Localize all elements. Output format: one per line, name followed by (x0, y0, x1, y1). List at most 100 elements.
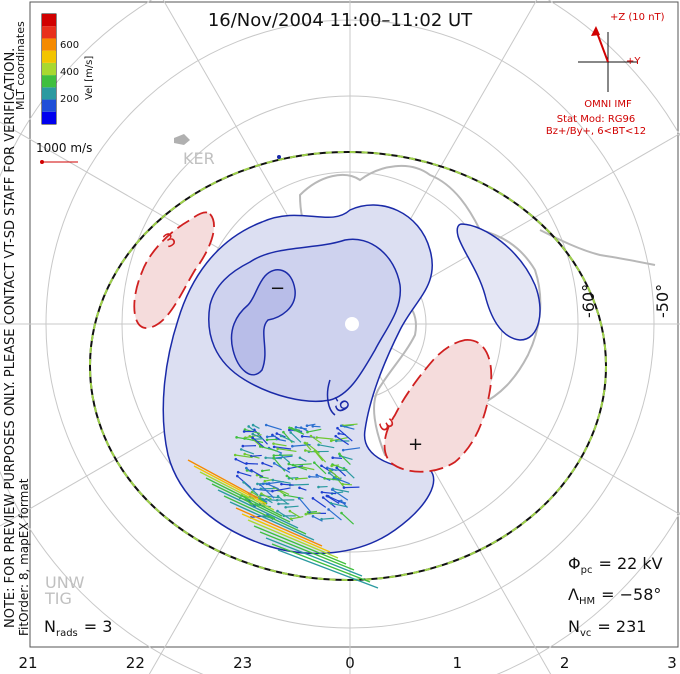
velocity-vector (241, 448, 255, 455)
velocity-vector (289, 510, 301, 519)
colorbar-tick-400: 400 (60, 67, 79, 78)
velocity-vector (341, 425, 355, 430)
velocity-vector-origin (339, 499, 343, 503)
velocity-vector-origin (271, 489, 274, 493)
velocity-vector-origin (276, 509, 279, 513)
velocity-vector-origin (341, 448, 345, 452)
velocity-vector-origin (317, 485, 320, 489)
colorbar-segment (42, 87, 56, 100)
velocity-vector-origin (300, 435, 304, 438)
velocity-vector (315, 450, 327, 463)
velocity-vector (337, 427, 353, 442)
velocity-vector (312, 515, 323, 522)
velocity-vector (290, 516, 304, 520)
kerguelen-island (174, 134, 190, 145)
velocity-vector-origin (251, 423, 255, 427)
colorbar-segment (42, 50, 56, 63)
velocity-vector-origin (328, 469, 332, 472)
velocity-vector (266, 424, 282, 431)
velocity-vector (217, 489, 299, 529)
mlt-tick-label: 2 (560, 654, 570, 672)
velocity-vector (300, 466, 315, 471)
velocity-vector (309, 476, 319, 478)
positive-maximum-marker: + (408, 434, 423, 455)
velocity-vector (271, 543, 371, 583)
velocity-vector-origin (305, 424, 309, 428)
velocity-vector-origin (260, 492, 263, 495)
velocity-vector-origin (285, 474, 289, 478)
colorbar-segment (42, 38, 56, 51)
velocity-vector (313, 462, 327, 475)
velocity-vector-origin (276, 495, 280, 498)
mlt-tick-label: 3 (667, 654, 677, 672)
velocity-vector-origin (258, 445, 262, 448)
velocity-vector (342, 423, 358, 427)
velocity-vector-origin (260, 469, 264, 473)
velocity-vector (252, 437, 265, 449)
velocity-vector-origin (233, 453, 237, 457)
velocity-vector (307, 428, 322, 433)
colorbar-segment (42, 99, 56, 112)
velocity-vector-origin (298, 486, 301, 490)
velocity-vector-origin (334, 434, 338, 438)
velocity-vector-origin (335, 466, 339, 470)
station-label-tig: TIG (44, 589, 72, 608)
velocity-vector-origin (342, 486, 346, 489)
stat-model-label: Stat Mod: RG96 (557, 114, 636, 125)
velocity-vector-origin (243, 452, 247, 456)
ker-station-dot (277, 155, 281, 159)
velocity-vector-origin (261, 461, 264, 465)
velocity-vector-origin (329, 439, 333, 443)
velocity-vector-origin (311, 424, 315, 428)
velocity-vector (252, 433, 263, 440)
positive-potential-cell-right (383, 339, 493, 473)
velocity-vector-origin (245, 462, 248, 465)
latitude-label-60: -60° (579, 284, 598, 318)
velocity-vector-origin (320, 464, 323, 468)
velocity-vector (312, 497, 327, 508)
velocity-vector (281, 483, 294, 486)
velocity-vector (235, 458, 248, 465)
velocity-vector (272, 479, 291, 484)
velocity-vector-origin (327, 471, 331, 475)
velocity-vector (262, 498, 278, 502)
velocity-vector-origin (275, 432, 279, 435)
velocity-vector (259, 531, 355, 571)
heppner-maynard-boundary-dash (89, 151, 607, 581)
velocity-vector-origin (243, 428, 247, 431)
velocity-vector (238, 471, 252, 477)
velocity-vector-origin (279, 434, 283, 438)
velocity-vector (339, 453, 351, 465)
velocity-vector (229, 501, 315, 541)
velocity-vector-origin (280, 482, 283, 486)
velocity-vector (330, 502, 348, 508)
velocity-vector-origin (271, 478, 275, 482)
velocity-vector (254, 488, 272, 492)
negative-side-cell (456, 223, 541, 341)
velocity-vector (193, 465, 267, 505)
velocity-vector (288, 463, 308, 471)
velocity-vector-origin (287, 467, 290, 470)
velocity-vector (246, 462, 259, 465)
velocity-vector (251, 454, 262, 457)
imf-vector (595, 29, 609, 63)
velocity-vector-origin (288, 509, 292, 513)
velocity-vector (279, 454, 291, 464)
velocity-vector-origin (325, 494, 329, 498)
velocity-vector-origin (248, 435, 252, 438)
velocity-vector (336, 467, 347, 477)
velocity-vector (265, 537, 363, 577)
preview-watermark: NOTE: FOR PREVIEW PURPOSES ONLY. PLEASE … (3, 48, 18, 628)
velocity-vector-origin (334, 439, 338, 443)
velocity-vector-origin (242, 430, 246, 433)
velocity-vector-origin (337, 432, 341, 435)
velocity-vector (277, 448, 297, 453)
velocity-vector (285, 505, 299, 508)
imf-clock-dial (578, 26, 638, 92)
velocity-vector (306, 423, 316, 427)
velocity-vector-origin (251, 432, 255, 436)
velocity-vector (259, 484, 275, 499)
negative-core-contour (230, 269, 296, 376)
velocity-vector-origin (327, 508, 330, 511)
